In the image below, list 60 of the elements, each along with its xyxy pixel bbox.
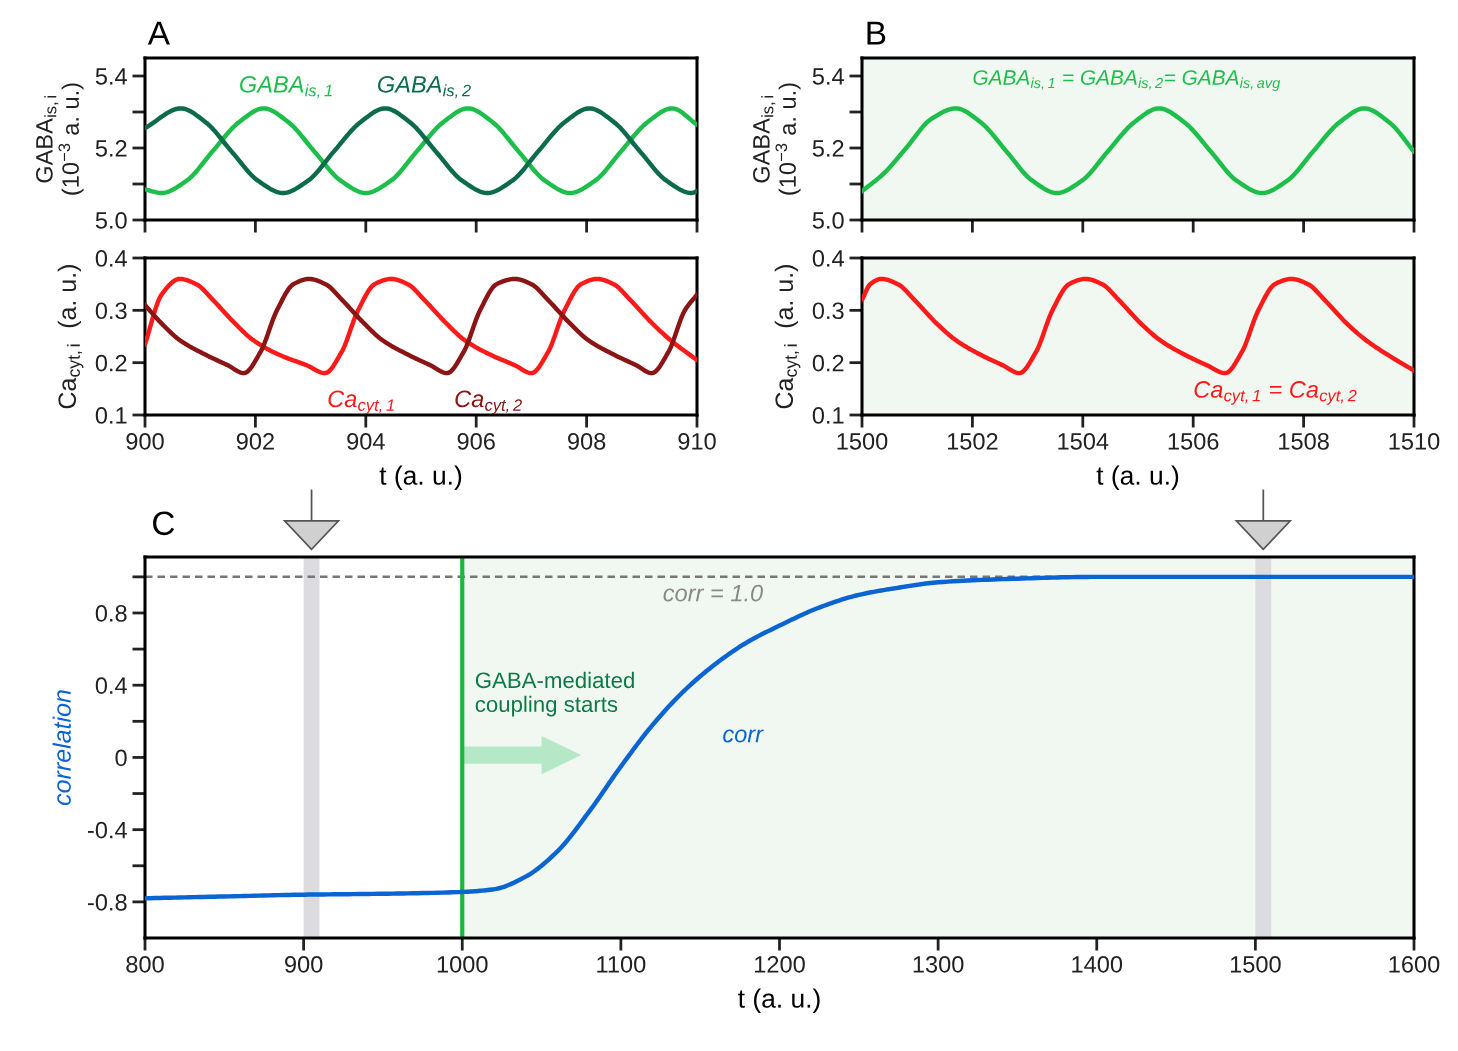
y-axis-title: Ca$_{cyt,i}$ (a. u.) [774, 265, 801, 409]
chart-title: C [153, 511, 175, 536]
y-tick-label: 0.2 [95, 354, 127, 372]
x-tick-label: 1510 [1389, 432, 1440, 450]
series-label: GABA$_{is,1}$ [240, 75, 332, 99]
x-tick-label: 1500 [1230, 955, 1281, 973]
y-tick-label: -0.4 [88, 821, 127, 839]
series-label: GABA$_{is,1}$ = GABA$_{is,2}$= GABA$_{is,avg}$ [973, 70, 1281, 92]
series-label: Ca$_{cyt,1}$ [328, 390, 394, 415]
x-tick-label: 1504 [1058, 432, 1109, 450]
x-tick-label: 1000 [437, 955, 488, 973]
x-tick-label: 1300 [913, 955, 964, 973]
x-tick-label: 906 [457, 432, 495, 450]
ref-line-label: GABA-mediated coupling starts [475, 671, 634, 717]
x-tick-label: 1500 [837, 432, 888, 450]
y-tick-label: 5.2 [812, 140, 844, 157]
x-tick-label: 1506 [1168, 432, 1219, 450]
chart-title: A [147, 21, 170, 45]
x-tick-label: 1400 [1072, 955, 1123, 973]
y-tick-label: 0.1 [812, 407, 844, 424]
y-tick-label: 0.4 [812, 250, 844, 267]
text: GABA$_{is,i}$ (10$^{−3}$ a. u.) [753, 83, 801, 195]
y-tick-label: 0.4 [95, 677, 127, 694]
text: corr [723, 729, 764, 743]
x-tick-label: 900 [126, 432, 164, 450]
y-tick-label: 5.0 [812, 212, 844, 229]
y-tick-label: 0.8 [95, 605, 127, 622]
text: GABA$_{is,i}$ (10$^{−3}$ a. u.) [36, 83, 84, 195]
y-tick-label: -0.8 [88, 893, 127, 911]
y-tick-label: 0 [115, 749, 127, 767]
y-axis-title: correlation [52, 690, 71, 806]
y-tick-label: 5.2 [95, 140, 127, 157]
x-tick-label: 1600 [1389, 955, 1440, 973]
y-tick-label: 0.3 [95, 302, 127, 320]
x-tick-label: 910 [678, 432, 716, 450]
x-tick-label: 904 [347, 432, 385, 450]
x-tick-label: 900 [285, 955, 323, 973]
series-label: GABA$_{is,2}$ [378, 75, 471, 99]
y-tick-label: 0.2 [812, 354, 844, 372]
y-axis-title: Ca$_{cyt,i}$ (a. u.) [57, 265, 84, 409]
ref-line-label: corr = 1.0 [663, 584, 763, 602]
x-tick-label: 902 [236, 432, 274, 450]
y-tick-label: 5.4 [95, 68, 127, 85]
x-tick-label: 800 [126, 955, 164, 973]
x-tick-label: 1200 [755, 955, 805, 973]
y-tick-label: 0.3 [812, 302, 844, 320]
y-tick-label: 0.4 [95, 250, 127, 267]
y-tick-label: 0.1 [95, 407, 127, 424]
x-axis-title: t (a. u.) [1096, 465, 1179, 491]
y-tick-label: 5.0 [95, 212, 127, 229]
series-label: Ca$_{cyt,1}$ = Ca$_{cyt,2}$ [1194, 381, 1357, 405]
x-tick-label: 1100 [597, 955, 646, 973]
x-tick-label: 908 [568, 432, 606, 450]
x-tick-label: 1502 [947, 432, 998, 450]
chart-title: B [867, 21, 886, 45]
series-label: Ca$_{cyt,2}$ [455, 390, 522, 415]
x-tick-label: 1508 [1279, 432, 1329, 450]
x-axis-title: t (a. u.) [738, 988, 820, 1014]
y-tick-label: 5.4 [812, 68, 844, 85]
x-axis-title: t (a. u.) [379, 465, 462, 491]
